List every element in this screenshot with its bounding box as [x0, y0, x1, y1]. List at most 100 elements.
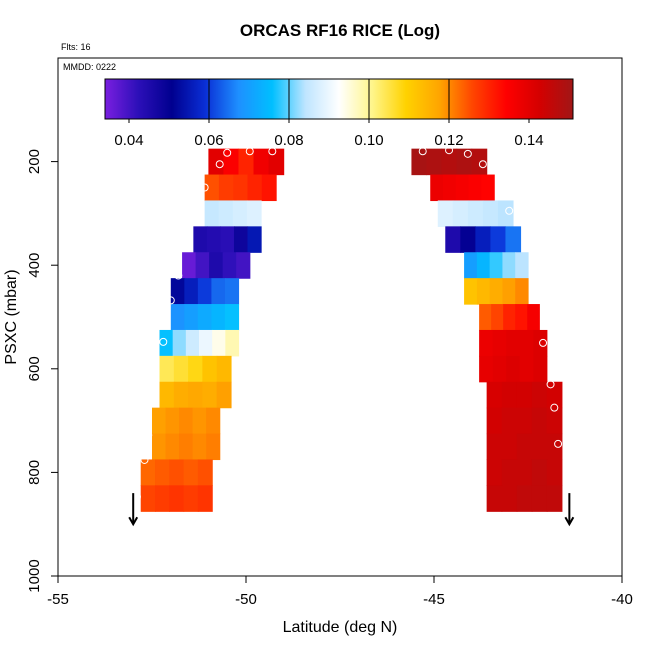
west-cell: [140, 459, 156, 486]
east-cell: [502, 252, 516, 279]
arrow-head: [564, 516, 575, 527]
west-cell: [179, 407, 194, 435]
east-cell: [531, 433, 548, 461]
flight-point: [223, 148, 232, 157]
plot-frame: [57, 57, 623, 577]
east-cell: [468, 174, 482, 202]
west-cell: [172, 329, 187, 357]
colorbar: [104, 78, 574, 120]
west-cell: [204, 174, 220, 202]
east-cell: [519, 329, 534, 357]
west-cell: [238, 148, 255, 176]
east-cell: [546, 485, 563, 512]
flight-point: [166, 296, 175, 305]
west-cell: [188, 381, 203, 409]
west-cell: [184, 304, 199, 331]
flight-point: [215, 160, 224, 169]
west-cell: [211, 304, 226, 331]
west-cell: [195, 252, 210, 279]
east-cell: [489, 278, 504, 305]
colorbar-tick-label: 0.08: [274, 132, 303, 149]
west-cell: [223, 148, 240, 176]
west-cell: [247, 174, 263, 202]
flight-point: [144, 431, 153, 440]
east-cell: [531, 485, 548, 512]
flight-point: [200, 183, 209, 192]
flight-point: [418, 147, 427, 156]
east-cell: [482, 200, 499, 227]
east-cell: [437, 200, 454, 227]
west-cell: [233, 226, 249, 253]
west-cell: [182, 252, 197, 279]
flight-points: [132, 146, 563, 501]
east-cell: [505, 226, 522, 253]
east-cell: [426, 148, 443, 176]
east-cell: [443, 174, 457, 202]
west-cell: [197, 485, 213, 512]
west-cell: [202, 381, 218, 409]
west-cell: [159, 381, 175, 409]
east-cell: [503, 304, 516, 331]
flight-point: [550, 403, 559, 412]
arrow-head: [128, 516, 139, 527]
flight-point: [463, 149, 472, 158]
west-cell: [218, 174, 234, 202]
east-cell: [467, 200, 484, 227]
east-cell: [492, 355, 507, 383]
west-cell: [236, 252, 251, 279]
east-cell: [464, 252, 478, 279]
date-label: MMDD: 0222: [63, 62, 116, 72]
flight-point: [554, 439, 563, 448]
colorbar-tick-label: 0.14: [514, 132, 543, 149]
west-cell: [246, 200, 262, 227]
x-tick-label: -50: [235, 591, 257, 608]
west-cell: [192, 433, 207, 461]
flight-point: [159, 337, 168, 346]
east-cell: [501, 381, 518, 409]
east-cell: [452, 200, 469, 227]
flight-point: [245, 147, 254, 156]
x-tick-label: -45: [423, 591, 445, 608]
flight-point: [539, 338, 548, 347]
east-cell: [501, 459, 518, 486]
west-cell: [204, 200, 220, 227]
east-cell: [430, 174, 444, 202]
east-cell: [546, 459, 563, 486]
east-cell: [527, 304, 540, 331]
west-cell: [206, 433, 221, 461]
east-cell: [464, 278, 478, 305]
colorbar-dividers: [208, 79, 450, 119]
west-cell: [202, 355, 218, 383]
east-cell: [501, 433, 518, 461]
east-cell: [516, 407, 533, 435]
y-tick-label: 600: [26, 356, 43, 381]
west-cell: [179, 433, 194, 461]
east-cell: [519, 355, 534, 383]
west-cell: [159, 355, 175, 383]
y-tick-label: 400: [26, 253, 43, 278]
east-cell: [546, 381, 563, 409]
chart-title: ORCAS RF16 RICE (Log): [240, 21, 440, 40]
east-cell: [486, 407, 503, 435]
west-cell: [169, 459, 185, 486]
west-cell: [199, 329, 213, 357]
x-tick-label: -55: [47, 591, 69, 608]
east-cell: [501, 485, 518, 512]
east-cell: [490, 226, 507, 253]
flight-point: [140, 455, 149, 464]
east-cell: [455, 174, 470, 202]
west-cell: [170, 278, 185, 305]
east-cell: [506, 329, 521, 357]
west-cell: [152, 407, 167, 435]
y-tick-label: 1000: [26, 559, 43, 592]
west-cell: [253, 148, 270, 176]
east-cell: [479, 355, 494, 383]
y-axis-ticks: 200 400 600 800 1000: [26, 149, 58, 593]
west-cell: [173, 355, 189, 383]
east-cell: [486, 459, 503, 486]
east-cell: [445, 226, 461, 253]
west-cell: [192, 407, 207, 435]
west-cell: [216, 355, 232, 383]
west-cell: [224, 278, 240, 305]
